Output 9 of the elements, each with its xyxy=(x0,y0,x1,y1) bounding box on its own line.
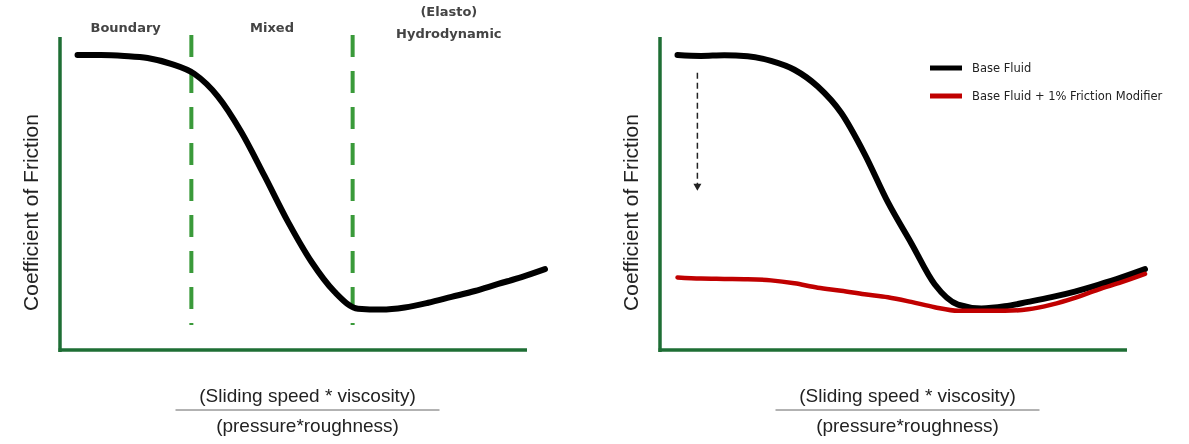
text: (Elasto) Hydrodynamic xyxy=(396,4,502,41)
text: Boundary xyxy=(90,20,162,35)
legend-label: Base Fluid + 1% Friction Modifier xyxy=(972,89,1163,103)
legend-label: Base Fluid xyxy=(972,61,1032,75)
text: Mixed xyxy=(250,20,294,35)
y-axis-title: Coefficient of Friction xyxy=(619,114,642,311)
x-axis-title: (Sliding speed * viscosity) (pressure*roughness) xyxy=(199,385,416,436)
y-axis-title: Coefficient of Friction xyxy=(19,114,42,311)
x-axis-title: (Sliding speed * viscosity) (pressure*roughness) xyxy=(799,385,1016,436)
